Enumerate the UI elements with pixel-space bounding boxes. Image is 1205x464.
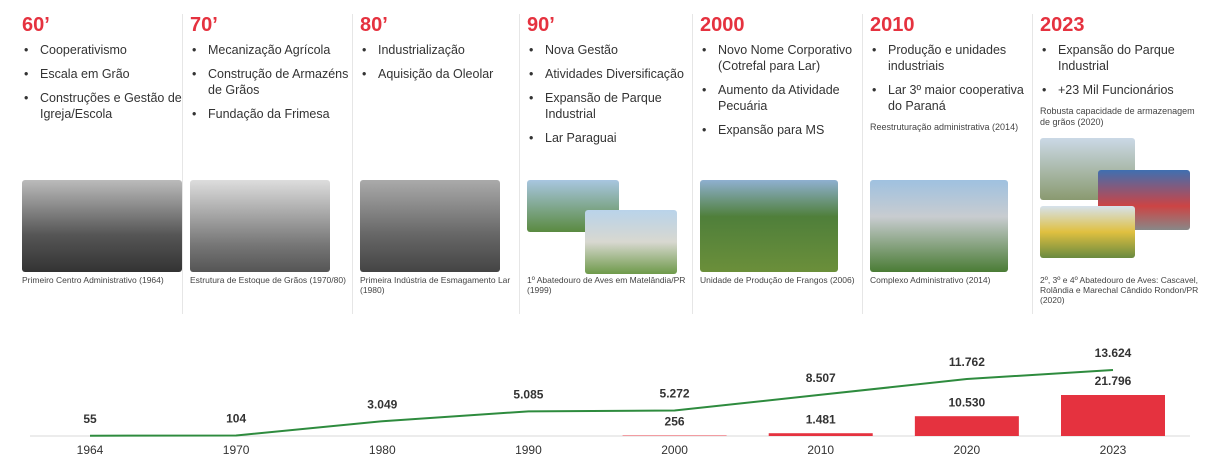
caption: Unidade de Produção de Frangos (2006) [700, 275, 860, 285]
note: Robusta capacidade de armazenagem de grã… [1040, 106, 1200, 128]
bullet: Expansão de Parque Industrial [527, 90, 687, 122]
bullet: Fundação da Frimesa [190, 106, 350, 122]
period-title: 2010 [870, 14, 915, 37]
separator [1032, 14, 1033, 314]
photo [190, 180, 330, 272]
x-label: 1970 [223, 443, 250, 457]
bullet-list: Industrialização Aquisição da Oleolar [360, 42, 520, 90]
bar [769, 433, 873, 436]
page: 60’ Cooperativismo Escala em Grão Construçõ… [0, 0, 1205, 464]
caption: 1º Abatedouro de Aves em Matelândia/PR (… [527, 275, 687, 295]
timeline-column: 2000 Novo Nome Corporativo (Cotrefal para… [700, 10, 865, 315]
bar-label: 256 [665, 415, 685, 429]
bullet: Aumento da Atividade Pecuária [700, 82, 860, 114]
bullet: +23 Mil Funcionários [1040, 82, 1200, 98]
x-label: 1980 [369, 443, 396, 457]
bullet-list: Cooperativismo Escala em Grão Construções … [22, 42, 182, 130]
x-label: 2023 [1100, 443, 1127, 457]
timeline-column: 2023 Expansão do Parque Industrial +23 Mil… [1040, 10, 1205, 315]
note: Reestruturação administrativa (2014) [870, 122, 1030, 133]
bar [915, 416, 1019, 436]
period-title: 80’ [360, 14, 388, 37]
bullet: Expansão para MS [700, 122, 860, 138]
caption: Estrutura de Estoque de Grãos (1970/80) [190, 275, 350, 285]
period-title: 70’ [190, 14, 218, 37]
bullet-list: Novo Nome Corporativo (Cotrefal para Lar… [700, 42, 860, 146]
separator [519, 14, 520, 314]
timeline-column: 60’ Cooperativismo Escala em Grão Construçõ… [22, 10, 187, 315]
period-title: 2000 [700, 14, 745, 37]
caption: 2º, 3º e 4º Abatedouro de Aves: Cascavel… [1040, 275, 1200, 305]
caption: Primeira Indústria de Esmagamento Lar (1… [360, 275, 520, 295]
photo [360, 180, 500, 272]
timeline-column: 80’ Industrialização Aquisição da Oleolar P… [360, 10, 525, 315]
line-label: 13.624 [1095, 346, 1132, 360]
chart: 1964 1970 1980 1990 2000 2010 2020 2023 55 104 3.0… [0, 324, 1205, 464]
bullet: Expansão do Parque Industrial [1040, 42, 1200, 74]
bullet: Construções e Gestão de Igreja/Escola [22, 90, 182, 122]
bullet: Aquisição da Oleolar [360, 66, 520, 82]
bullet-list: Expansão do Parque Industrial +23 Mil Fun… [1040, 42, 1200, 136]
period-title: 60’ [22, 14, 50, 37]
separator [182, 14, 183, 314]
x-label: 2010 [807, 443, 834, 457]
bar-label: 21.796 [1095, 374, 1132, 388]
photo [1040, 206, 1135, 258]
photo [22, 180, 182, 272]
bullet: Lar Paraguai [527, 130, 687, 146]
bullet: Escala em Grão [22, 66, 182, 82]
separator [862, 14, 863, 314]
timeline-column: 90’ Nova Gestão Atividades Diversificação E… [527, 10, 692, 315]
line-label: 104 [226, 412, 246, 426]
line-label: 5.085 [513, 388, 543, 402]
bullet: Produção e unidades industriais [870, 42, 1030, 74]
caption: Primeiro Centro Administrativo (1964) [22, 275, 182, 285]
period-title: 2023 [1040, 14, 1085, 37]
bullet-list: Produção e unidades industriais Lar 3º ma… [870, 42, 1030, 141]
x-label: 1964 [77, 443, 104, 457]
line-label: 8.507 [806, 371, 836, 385]
bar-label: 10.530 [949, 395, 986, 409]
timeline-column: 2010 Produção e unidades industriais Lar 3… [870, 10, 1035, 315]
timeline-column: 70’ Mecanização Agrícola Construção de Arm… [190, 10, 355, 315]
line-label: 11.762 [949, 355, 985, 369]
caption: Complexo Administrativo (2014) [870, 275, 1030, 285]
photo [870, 180, 1008, 272]
bullet-list: Nova Gestão Atividades Diversificação Expa… [527, 42, 687, 154]
separator [352, 14, 353, 314]
bullet: Novo Nome Corporativo (Cotrefal para Lar… [700, 42, 860, 74]
bullet: Nova Gestão [527, 42, 687, 58]
bullet: Mecanização Agrícola [190, 42, 350, 58]
bullet: Cooperativismo [22, 42, 182, 58]
period-title: 90’ [527, 14, 555, 37]
separator [692, 14, 693, 314]
x-label: 1990 [515, 443, 542, 457]
bullet: Industrialização [360, 42, 520, 58]
photo [700, 180, 838, 272]
line-label: 55 [83, 412, 97, 426]
bullet-list: Mecanização Agrícola Construção de Armazé… [190, 42, 350, 130]
bar-label: 1.481 [806, 412, 836, 426]
bullet: Construção de Armazéns de Grãos [190, 66, 350, 98]
line-label: 3.049 [367, 397, 397, 411]
x-label: 2020 [954, 443, 981, 457]
x-label: 2000 [661, 443, 688, 457]
photo [585, 210, 677, 274]
bullet: Atividades Diversificação [527, 66, 687, 82]
bullet: Lar 3º maior cooperativa do Paraná [870, 82, 1030, 114]
bar [1061, 395, 1165, 436]
line-label: 5.272 [660, 387, 690, 401]
